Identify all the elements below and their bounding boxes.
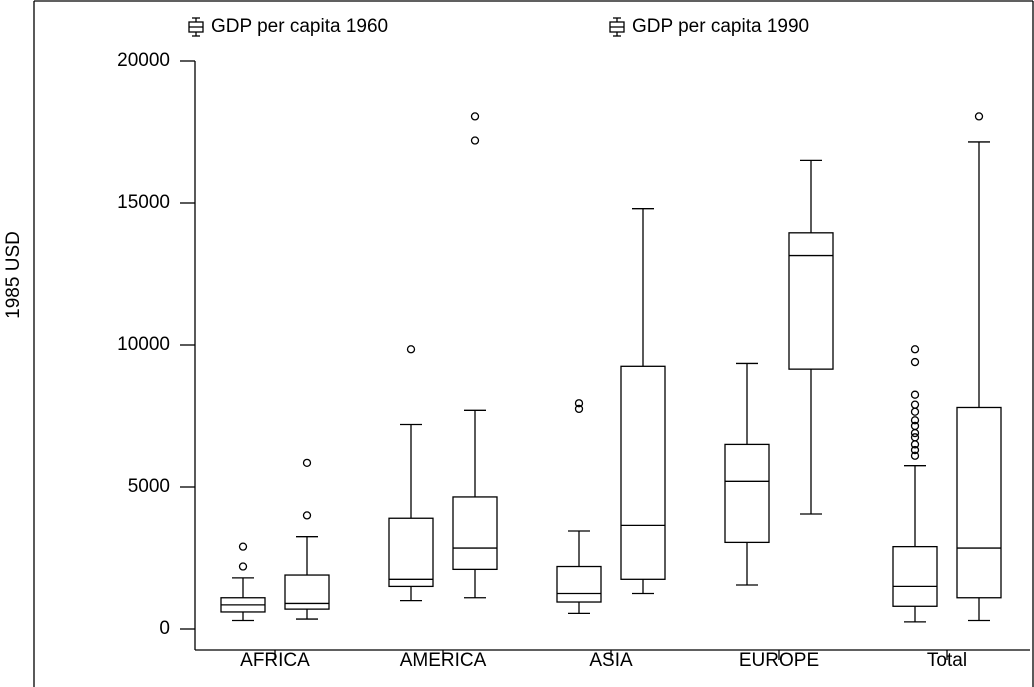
outlier bbox=[302, 458, 312, 468]
box bbox=[788, 232, 834, 370]
outlier bbox=[910, 416, 920, 425]
box bbox=[452, 496, 498, 571]
box bbox=[724, 443, 770, 544]
box bbox=[388, 517, 434, 588]
outlier bbox=[910, 451, 920, 460]
y-axis-label: 1985 USD bbox=[3, 231, 24, 319]
outlier bbox=[574, 399, 584, 408]
outlier bbox=[910, 400, 920, 409]
box bbox=[556, 565, 602, 603]
x-tick-label: AFRICA bbox=[240, 650, 310, 671]
outlier bbox=[238, 542, 248, 551]
outlier bbox=[910, 445, 920, 455]
outlier bbox=[910, 421, 920, 431]
outlier bbox=[974, 112, 984, 121]
outlier bbox=[574, 404, 584, 414]
y-tick-label: 5000 bbox=[128, 476, 170, 497]
y-tick-label: 0 bbox=[159, 618, 170, 639]
outlier bbox=[910, 345, 920, 354]
outlier bbox=[406, 345, 416, 354]
outlier bbox=[470, 136, 480, 145]
x-tick-label: ASIA bbox=[589, 650, 633, 671]
outlier bbox=[238, 562, 248, 571]
legend-label: GDP per capita 1960 bbox=[211, 16, 388, 37]
outlier bbox=[910, 428, 920, 438]
y-tick-label: 15000 bbox=[117, 192, 170, 213]
outlier bbox=[910, 433, 920, 442]
box bbox=[620, 365, 666, 580]
y-tick-label: 20000 bbox=[117, 50, 170, 71]
outlier bbox=[910, 357, 920, 367]
x-tick-label: EUROPE bbox=[739, 650, 819, 671]
outlier bbox=[910, 407, 920, 416]
x-tick-label: AMERICA bbox=[400, 650, 487, 671]
legend-label: GDP per capita 1990 bbox=[632, 16, 809, 37]
outlier bbox=[302, 511, 312, 520]
x-tick-label: Total bbox=[927, 650, 967, 671]
outlier bbox=[910, 390, 920, 399]
outlier bbox=[470, 112, 480, 121]
box bbox=[892, 545, 938, 607]
box bbox=[956, 406, 1002, 599]
y-tick-label: 10000 bbox=[117, 334, 170, 355]
